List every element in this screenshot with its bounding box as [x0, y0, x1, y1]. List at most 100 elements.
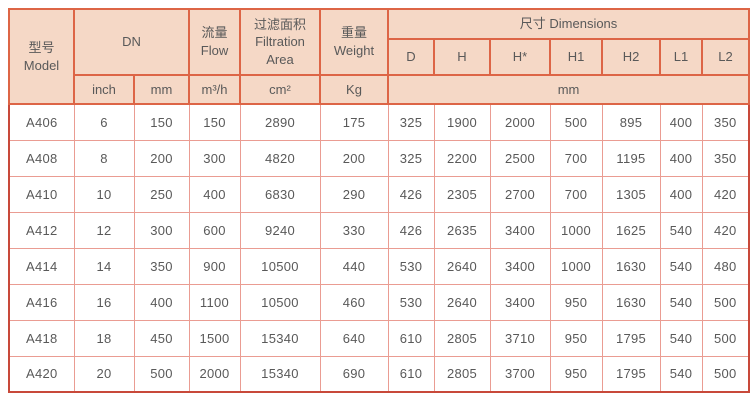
value-cell: 330: [319, 211, 389, 249]
col-header-flow: 流量 Flow: [188, 8, 241, 76]
value-cell: 530: [387, 247, 435, 285]
value-cell: 900: [188, 247, 241, 285]
value-cell: 400: [188, 175, 241, 213]
value-cell: 8: [73, 139, 135, 177]
value-cell: 350: [133, 247, 190, 285]
value-cell: 1000: [549, 211, 603, 249]
table-row: A406 6 150 150 2890 175 325 1900 2000 500 895 400 35…: [8, 103, 750, 141]
value-cell: 200: [319, 139, 389, 177]
value-cell: 1630: [601, 283, 661, 321]
model-cell: A412: [8, 211, 75, 249]
header-row-units: inch mm m³/h cm² Kg mm: [9, 74, 751, 105]
col-header-dimensions: 尺寸 Dimensions: [386, 8, 751, 40]
model-cell: A406: [8, 103, 75, 141]
value-cell: 325: [387, 103, 435, 141]
value-cell: 400: [659, 103, 703, 141]
table-row: A408 8 200 300 4820 200 325 2200 2500 700 1195 400 3…: [8, 139, 750, 177]
value-cell: 1625: [601, 211, 661, 249]
value-cell: 950: [549, 319, 603, 357]
value-cell: 150: [188, 103, 241, 141]
table-row: A410 10 250 400 6830 290 426 2305 2700 700 1305 400…: [8, 175, 750, 213]
value-cell: 500: [701, 283, 750, 321]
value-cell: 325: [387, 139, 435, 177]
value-cell: 540: [659, 283, 703, 321]
model-cell: A414: [8, 247, 75, 285]
value-cell: 2640: [433, 247, 491, 285]
value-cell: 290: [319, 175, 389, 213]
value-cell: 2635: [433, 211, 491, 249]
value-cell: 2805: [433, 355, 491, 393]
value-cell: 16: [73, 283, 135, 321]
value-cell: 3400: [489, 247, 551, 285]
table-row: A416 16 400 1100 10500 460 530 2640 3400 950 1630 5…: [8, 283, 750, 321]
unit-header-weight: Kg: [319, 74, 389, 105]
col-header-dim-h: H: [433, 38, 491, 76]
value-cell: 540: [659, 319, 703, 357]
value-cell: 950: [549, 283, 603, 321]
value-cell: 4820: [239, 139, 321, 177]
value-cell: 350: [701, 139, 750, 177]
col-header-dim-l2: L2: [700, 38, 751, 76]
value-cell: 9240: [239, 211, 321, 249]
table-row: A418 18 450 1500 15340 640 610 2805 3710 950 1795 5…: [8, 319, 750, 357]
value-cell: 2640: [433, 283, 491, 321]
value-cell: 2805: [433, 319, 491, 357]
col-header-dim-hstar: H*: [489, 38, 551, 76]
unit-header-inch: inch: [73, 74, 135, 105]
col-header-dn: DN: [73, 8, 190, 76]
value-cell: 420: [701, 211, 750, 249]
header-row-dimension-cols: D H H* H1 H2 L1 L2: [9, 38, 751, 76]
unit-header-mm: mm: [133, 74, 190, 105]
col-header-weight: 重量 Weight: [319, 8, 389, 76]
spec-table: 型号 Model DN 流量 Flow 过滤面积 Filtration Area…: [8, 8, 751, 393]
header-row-main: 型号 Model DN 流量 Flow 过滤面积 Filtration Area…: [8, 8, 751, 105]
unit-header-area: cm²: [239, 74, 321, 105]
value-cell: 14: [73, 247, 135, 285]
value-cell: 400: [659, 139, 703, 177]
value-cell: 3710: [489, 319, 551, 357]
value-cell: 426: [387, 175, 435, 213]
value-cell: 2700: [489, 175, 551, 213]
value-cell: 15340: [239, 319, 321, 357]
value-cell: 400: [133, 283, 190, 321]
value-cell: 2000: [489, 103, 551, 141]
value-cell: 2000: [188, 355, 241, 393]
value-cell: 690: [319, 355, 389, 393]
value-cell: 1100: [188, 283, 241, 321]
unit-header-flow: m³/h: [188, 74, 241, 105]
value-cell: 10500: [239, 247, 321, 285]
value-cell: 12: [73, 211, 135, 249]
value-cell: 300: [133, 211, 190, 249]
table-header: 型号 Model DN 流量 Flow 过滤面积 Filtration Area…: [8, 8, 751, 105]
value-cell: 15340: [239, 355, 321, 393]
value-cell: 175: [319, 103, 389, 141]
value-cell: 460: [319, 283, 389, 321]
value-cell: 540: [659, 211, 703, 249]
table-row: A412 12 300 600 9240 330 426 2635 3400 1000 1625 54…: [8, 211, 750, 249]
value-cell: 1195: [601, 139, 661, 177]
value-cell: 3400: [489, 283, 551, 321]
value-cell: 2500: [489, 139, 551, 177]
value-cell: 1000: [549, 247, 603, 285]
value-cell: 610: [387, 355, 435, 393]
value-cell: 3700: [489, 355, 551, 393]
model-cell: A408: [8, 139, 75, 177]
col-header-dim-h1: H1: [549, 38, 603, 76]
value-cell: 530: [387, 283, 435, 321]
value-cell: 300: [188, 139, 241, 177]
value-cell: 250: [133, 175, 190, 213]
value-cell: 2305: [433, 175, 491, 213]
value-cell: 500: [549, 103, 603, 141]
value-cell: 10: [73, 175, 135, 213]
model-cell: A410: [8, 175, 75, 213]
value-cell: 440: [319, 247, 389, 285]
value-cell: 540: [659, 247, 703, 285]
model-cell: A420: [8, 355, 75, 393]
col-header-dim-l1: L1: [659, 38, 703, 76]
value-cell: 1630: [601, 247, 661, 285]
value-cell: 450: [133, 319, 190, 357]
value-cell: 700: [549, 175, 603, 213]
value-cell: 950: [549, 355, 603, 393]
value-cell: 10500: [239, 283, 321, 321]
